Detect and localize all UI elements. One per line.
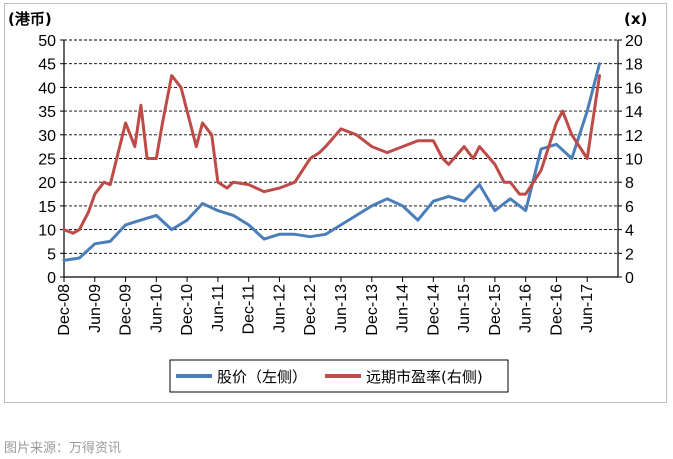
right-tick-label: 14 [625,104,643,121]
right-axis-ticks: 0 2 4 6 8 10 12 14 16 18 20 [618,33,643,287]
x-tick-label: Dec-11 [241,284,258,334]
x-tick-label: Dec-16 [548,284,565,336]
x-tick-label: Jun-15 [456,284,473,333]
left-tick-label: 50 [38,33,56,50]
left-tick-label: 45 [38,57,56,74]
x-tick-label: Dec-12 [302,284,319,336]
x-tick-label: Jun-12 [271,284,288,333]
x-tick-label: Jun-13 [333,284,350,333]
right-tick-label: 16 [625,80,643,97]
right-tick-label: 0 [625,270,634,287]
left-tick-label: 25 [38,152,56,169]
right-tick-label: 2 [625,246,634,263]
left-tick-label: 30 [38,128,56,145]
right-axis-unit: (x) [624,10,647,28]
x-tick-label: Dec-15 [487,284,504,336]
right-tick-label: 18 [625,57,643,74]
right-tick-label: 20 [625,33,643,50]
series-line-price [62,62,601,262]
x-tick-label: Jun-10 [148,284,165,333]
x-tick-label: Dec-09 [118,284,135,336]
x-tick-label: Jun-17 [579,284,596,333]
legend-label-price: 股价（左侧） [217,368,307,386]
x-tick-label: Jun-14 [395,284,412,333]
x-tick-label: Dec-14 [425,284,442,336]
left-axis-ticks: 0 5 10 15 20 25 30 35 40 45 50 [38,33,64,287]
left-tick-label: 15 [38,199,56,216]
left-tick-label: 20 [38,175,56,192]
left-axis-unit: (港币) [8,10,52,28]
x-tick-label: Dec-13 [364,284,381,336]
right-tick-label: 6 [625,199,634,216]
left-tick-label: 0 [47,270,56,287]
x-tick-label: Dec-10 [179,284,196,336]
source-caption: 图片来源：万得资讯 [4,441,122,456]
right-tick-label: 8 [625,175,634,192]
x-axis-ticks: Dec-08 Jun-09 Dec-09 Jun-10 Dec-10 Jun-11 Dec-… [56,277,596,336]
series-lines [62,62,601,262]
chart-frame [4,3,667,403]
left-tick-label: 10 [38,223,56,240]
right-tick-label: 4 [625,223,634,240]
left-tick-label: 35 [38,104,56,121]
left-tick-label: 5 [47,246,56,263]
right-tick-label: 12 [625,128,643,145]
x-tick-label: Jun-11 [210,284,227,332]
x-tick-label: Jun-09 [87,284,104,333]
x-tick-label: Dec-08 [56,284,73,336]
right-tick-label: 10 [625,152,643,169]
legend-label-pe: 远期市盈率(右侧) [366,368,483,386]
series-line-pe [62,74,601,235]
x-tick-label: Jun-16 [518,284,535,333]
left-tick-label: 40 [38,80,56,97]
